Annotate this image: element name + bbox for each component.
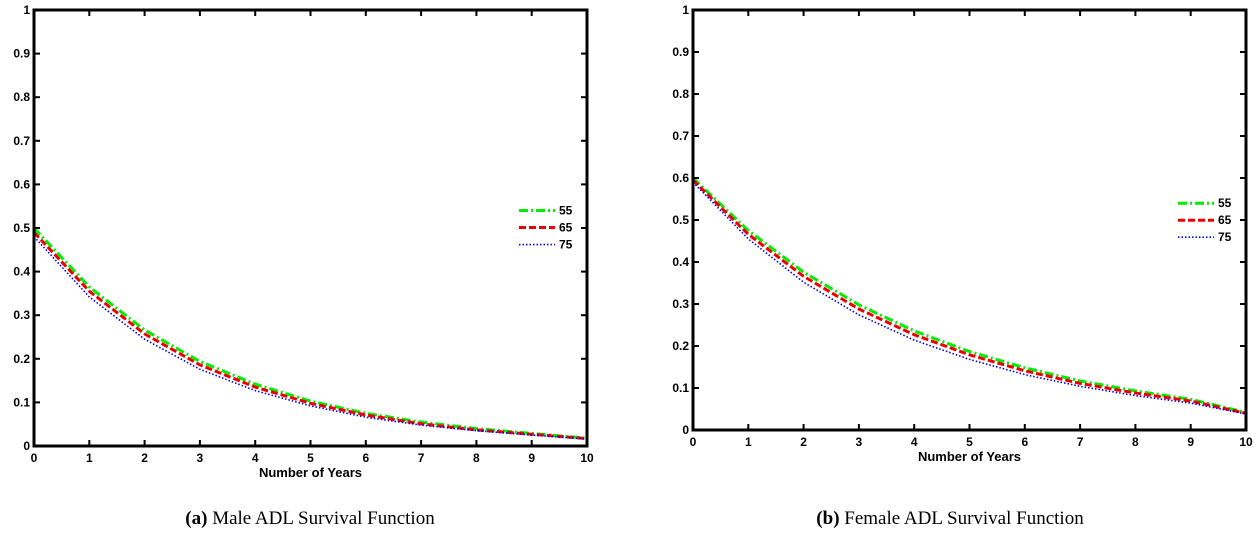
y-tick-label: 0.6 [672,171,689,185]
x-tick-label: 9 [528,451,535,465]
y-tick-label: 0.5 [13,221,30,235]
y-tick-label: 0 [682,423,689,437]
y-tick-label: 0.8 [13,90,30,104]
x-tick-label: 3 [197,451,204,465]
legend-label-65: 65 [559,221,573,235]
caption-text: Female ADL Survival Function [844,508,1084,529]
y-tick-label: 0.4 [672,255,689,269]
x-tick-label: 5 [307,451,314,465]
series-line-75 [692,181,1247,415]
x-tick-label: 0 [31,451,38,465]
x-tick-label: 0 [690,435,697,449]
x-tick-label: 4 [911,435,918,449]
caption-male: (a) Male ADL Survival Function [30,508,590,530]
y-tick-label: 0.1 [13,395,30,409]
legend-label-75: 75 [559,238,573,252]
caption-label: (b) [816,508,840,529]
series-line-65 [32,231,588,441]
y-tick-label: 1 [23,3,30,17]
x-tick-label: 4 [252,451,259,465]
caption-text: Male ADL Survival Function [212,508,435,529]
y-tick-label: 0.4 [13,265,30,279]
x-tick-label: 1 [86,451,93,465]
x-tick-label: 2 [800,435,807,449]
legend-label-55: 55 [1218,196,1232,210]
x-tick-label: 6 [1021,435,1028,449]
x-tick-label: 8 [473,451,480,465]
y-tick-label: 0.9 [672,45,689,59]
y-tick-label: 1 [682,3,689,17]
x-tick-label: 7 [418,451,425,465]
x-tick-label: 6 [362,451,369,465]
series-line-55 [32,226,588,440]
x-tick-label: 9 [1187,435,1194,449]
series-line-65 [691,179,1247,415]
chart-male: 0 1 2 3 4 5 6 7 8 9 10 0 0.1 0.2 0.3 0.4 0.5 0.6 0.7 0.8 0.9… [13,3,594,480]
legend-label-65: 65 [1218,213,1232,227]
y-tick-label: 0 [23,439,30,453]
axes-box [32,8,589,448]
x-tick-label: 7 [1077,435,1084,449]
y-tick-label: 0.8 [672,87,689,101]
y-tick-label: 0.9 [13,47,30,61]
axes-box [691,8,1248,432]
x-tick-label: 8 [1132,435,1139,449]
y-tick-label: 0.7 [13,134,30,148]
x-tick-label: 10 [1239,435,1253,449]
caption-female: (b) Female ADL Survival Function [670,508,1230,530]
series-line-75 [33,236,588,440]
y-tick-label: 0.3 [672,297,689,311]
legend-label-55: 55 [559,204,573,218]
y-tick-label: 0.2 [13,352,30,366]
caption-label: (a) [185,508,208,529]
chart-female: 0 1 2 3 4 5 6 7 8 9 10 0 0.1 0.2 0.3 0.4 0.5 0.6 0.7 0.8 0.9… [672,3,1253,464]
y-tick-label: 0.1 [672,381,689,395]
x-tick-label: 2 [141,451,148,465]
y-tick-label: 0.7 [672,129,689,143]
x-axis-label: Number of Years [918,449,1021,464]
x-tick-label: 10 [580,451,594,465]
x-axis-label: Number of Years [259,465,362,480]
x-tick-label: 5 [966,435,973,449]
y-tick-label: 0.3 [13,308,30,322]
series-line-55 [691,176,1247,414]
y-tick-label: 0.2 [672,339,689,353]
y-tick-label: 0.5 [672,213,689,227]
x-tick-label: 3 [856,435,863,449]
y-tick-label: 0.6 [13,177,30,191]
x-tick-label: 1 [745,435,752,449]
legend-label-75: 75 [1218,230,1232,244]
